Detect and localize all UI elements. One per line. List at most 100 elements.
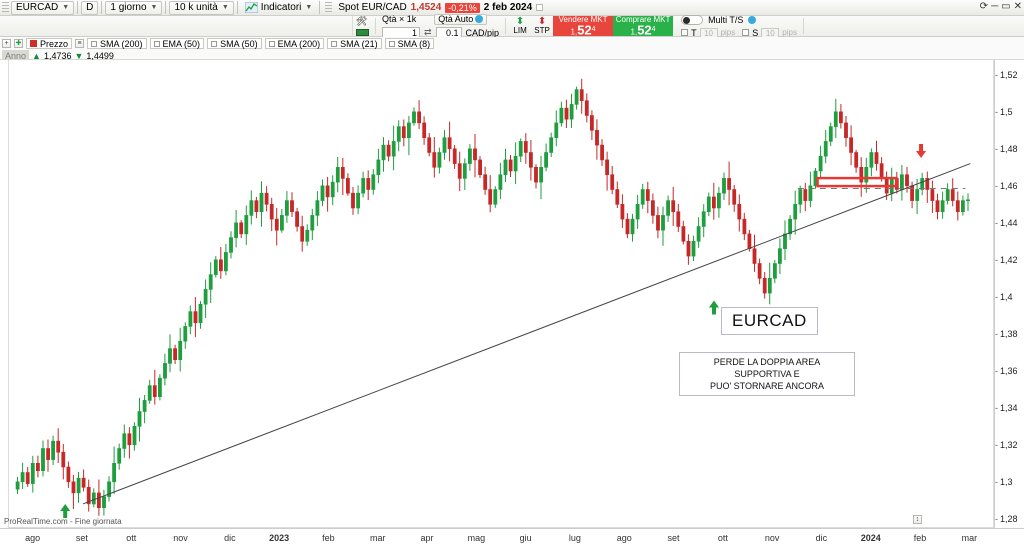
legend-settings-icon[interactable]: ≡	[75, 39, 85, 48]
tool-icons-column: 🛠	[353, 16, 372, 36]
quantity-column: Qtà × 1k Qtà Auto 1 ⇄ 0.1 CAD/pip	[379, 13, 502, 39]
legend-row-range: Anno ▲ 1,4736 ▼ 1,4499	[2, 50, 1024, 61]
pip-currency-label: CAD/pip	[465, 27, 500, 38]
target-label: T	[691, 27, 697, 38]
spot-label: Spot EUR/CAD	[338, 2, 407, 13]
target-pips-unit: pips	[720, 28, 736, 37]
buy-label: Comprare MKT	[615, 14, 671, 24]
checkbox-icon[interactable]	[153, 40, 160, 47]
quantity-label: Qtà × 1k	[382, 14, 417, 24]
time-tick: set	[75, 533, 88, 543]
price-plot[interactable]: EURCAD PERDE LA DOPPIA AREA SUPPORTIVA E…	[8, 60, 994, 528]
chevron-down-icon: ▼	[221, 4, 229, 11]
expand-icon[interactable]: +	[2, 39, 11, 48]
legend-indicator-3[interactable]: EMA (200)	[264, 38, 325, 49]
divider	[802, 18, 804, 34]
globe-icon	[475, 15, 484, 23]
legend-indicator-5[interactable]: SMA (8)	[384, 38, 435, 49]
instrument-type-button[interactable]: D	[81, 0, 99, 15]
trading-panel: 🛠 Qtà × 1k Qtà Auto 1 ⇄ 0.1 CAD/pip ⬍ LI…	[352, 13, 1024, 39]
price-tick: 1,44	[995, 218, 1024, 228]
time-tick: nov	[764, 533, 780, 543]
time-tick: dic	[815, 533, 828, 543]
order-type-stp[interactable]: ⬍ STP	[531, 16, 553, 36]
price-tick: 1,5	[995, 107, 1024, 117]
checkbox-icon[interactable]	[268, 40, 275, 47]
chevron-down-icon: ▼	[305, 4, 313, 11]
settings-wrench-icon[interactable]: 🛠	[356, 16, 368, 26]
price-tick: 1,28	[995, 514, 1024, 524]
quantity-auto-button[interactable]: Qtà Auto	[434, 13, 488, 25]
spot-options-box[interactable]	[536, 4, 544, 11]
restore-icon[interactable]: ▭	[1001, 1, 1011, 12]
time-tick: ago	[616, 533, 632, 543]
quantity-input[interactable]: 1	[382, 26, 420, 39]
stop-order-icon: ⬍	[537, 16, 547, 27]
period-label: Anno	[2, 50, 30, 61]
spot-date: 2 feb 2024	[483, 2, 533, 13]
sell-arrow	[916, 144, 927, 159]
chart-area: EURCAD PERDE LA DOPPIA AREA SUPPORTIVA E…	[0, 60, 1024, 549]
time-tick: giu	[519, 533, 532, 543]
instrument-selector[interactable]: EURCAD ▼	[11, 0, 75, 15]
time-tick: 2023	[269, 533, 290, 543]
time-tick: nov	[173, 533, 188, 543]
refresh-icon[interactable]: ⟳	[979, 1, 989, 12]
time-tick: apr	[420, 533, 434, 543]
stop-pips-unit: pips	[782, 28, 797, 37]
spot-change-badge: -0,21%	[445, 2, 480, 13]
grid-icon[interactable]	[356, 29, 369, 36]
close-icon[interactable]: ✕	[1013, 1, 1022, 12]
chart-scroll-handle[interactable]: ↕	[913, 515, 922, 524]
quantity-unit-selector[interactable]: 10 k unità ▼	[169, 0, 234, 15]
price-tick: 1,32	[995, 440, 1024, 450]
checkbox-icon[interactable]	[331, 40, 338, 47]
spot-grip[interactable]	[325, 1, 333, 14]
legend-indicator-1[interactable]: EMA (50)	[149, 38, 205, 49]
legend-indicator-4[interactable]: SMA (21)	[327, 38, 382, 49]
annotation-note-box[interactable]: PERDE LA DOPPIA AREA SUPPORTIVA E PUO' S…	[679, 352, 855, 396]
add-indicator-icon[interactable]: ✚	[14, 39, 23, 48]
link-icon[interactable]: ⇄	[424, 27, 432, 37]
price-tick: 1,4	[995, 292, 1024, 302]
buy-market-button[interactable]: Comprare MKT 1,524	[613, 14, 674, 36]
multi-ts-toggle[interactable]	[681, 14, 704, 25]
time-tick: mag	[467, 533, 486, 543]
legend-price-item[interactable]: Prezzo	[26, 38, 73, 49]
price-tick: 1,36	[995, 366, 1024, 376]
time-axis[interactable]: ProRealTime.com - Fine giornata ↕ ago set…	[0, 515, 1024, 549]
checkbox-icon[interactable]	[91, 40, 98, 47]
indicators-button[interactable]: Indicatori ▼	[241, 1, 317, 15]
target-checkbox[interactable]	[681, 29, 689, 36]
sell-market-button[interactable]: Vendere MKT 1,524	[553, 14, 614, 36]
checkbox-icon[interactable]	[388, 40, 395, 47]
annotation-title-text: EURCAD	[732, 311, 807, 330]
order-type-lim[interactable]: ⬍ LIM	[509, 16, 531, 36]
divider	[77, 1, 79, 14]
buy-arrow	[708, 300, 719, 315]
down-arrow-icon: ▼	[74, 50, 84, 61]
price-axis[interactable]: 1,52 1,5 1,48 1,46 1,44 1,42 1,4 1,38 1,36 1,34 1,…	[994, 60, 1024, 528]
divider	[505, 18, 507, 34]
checkbox-icon[interactable]	[211, 40, 218, 47]
sell-label: Vendere MKT	[558, 14, 608, 24]
chevron-down-icon: ▼	[62, 4, 70, 11]
toolbar-grip[interactable]	[2, 1, 9, 14]
indicator-label: EMA (50)	[162, 38, 201, 49]
buy-arrow-start	[60, 503, 71, 518]
stop-checkbox[interactable]	[742, 29, 750, 36]
legend-indicator-0[interactable]: SMA (200)	[87, 38, 147, 49]
minimize-icon[interactable]: ─	[991, 1, 999, 12]
divider	[165, 1, 167, 14]
stop-pips-input[interactable]: 10	[761, 27, 780, 38]
watermark-label: ProRealTime.com - Fine giornata	[4, 517, 122, 526]
stp-label: STP	[534, 26, 550, 35]
time-tick: ago	[25, 533, 41, 543]
legend-indicator-2[interactable]: SMA (50)	[207, 38, 262, 49]
target-pips-input[interactable]: 10	[699, 27, 718, 38]
spot-quote: Spot EUR/CAD 1,4524 -0,21% 2 feb 2024	[334, 2, 544, 13]
trendline	[82, 163, 971, 505]
timeframe-selector[interactable]: 1 giorno ▼	[105, 0, 163, 15]
price-tick: 1,3	[995, 477, 1024, 487]
annotation-title-box[interactable]: EURCAD	[721, 307, 818, 335]
